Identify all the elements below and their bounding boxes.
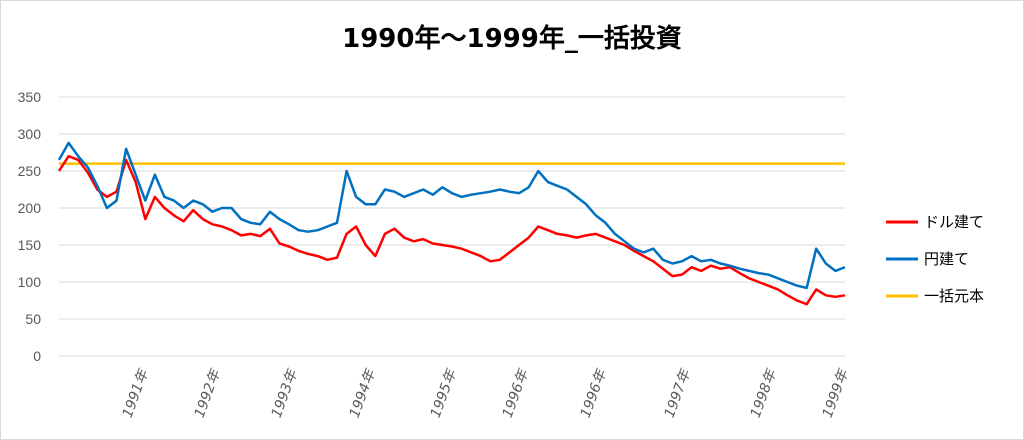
x-tick-label: 1991年	[120, 366, 153, 420]
gridlines	[59, 96, 845, 357]
y-tick-label: 150	[18, 237, 42, 253]
x-tick-label: 1994年	[347, 366, 380, 420]
x-tick-label: 1998年	[748, 366, 781, 420]
x-tick-label: 1999年	[820, 366, 853, 420]
y-tick-label: 100	[18, 274, 42, 290]
x-tick-label: 1993年	[269, 366, 302, 420]
x-tick-label: 1992年	[192, 366, 225, 420]
x-tick-label: 1996年	[500, 366, 533, 420]
y-tick-label: 200	[18, 200, 42, 216]
y-tick-label: 250	[18, 163, 42, 179]
x-tick-label: 1995年	[428, 366, 461, 420]
series-line	[57, 141, 846, 290]
x-tick-label: 1996年	[578, 366, 611, 420]
plot-area	[57, 141, 846, 306]
x-tick-label: 1997年	[662, 366, 695, 420]
y-tick-label: 50	[25, 311, 41, 327]
legend-label: 円建て	[924, 250, 969, 268]
series-line	[57, 154, 846, 306]
y-tick-label: 350	[18, 89, 42, 105]
x-axis-ticks: 1991年 1992年 1993年 1994年 1995年 1996年 1996年 1997年…	[120, 366, 853, 420]
legend-label: ドル建て	[924, 213, 984, 231]
y-tick-label: 300	[18, 126, 42, 142]
chart-title: 1990年～1999年_一括投資	[342, 24, 682, 54]
y-axis-ticks: 0 50 100 150 200 250 300 350	[18, 89, 42, 364]
y-tick-label: 0	[33, 348, 41, 364]
legend-label: 一括元本	[924, 287, 984, 305]
